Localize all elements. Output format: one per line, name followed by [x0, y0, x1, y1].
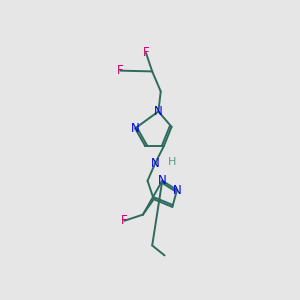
Text: F: F	[143, 46, 149, 59]
Text: F: F	[121, 214, 128, 227]
Text: N: N	[158, 174, 167, 187]
Text: N: N	[172, 184, 182, 196]
Text: H: H	[168, 157, 176, 166]
Text: F: F	[117, 64, 124, 77]
Text: N: N	[154, 105, 163, 118]
Text: N: N	[151, 157, 160, 169]
Text: N: N	[131, 122, 140, 135]
